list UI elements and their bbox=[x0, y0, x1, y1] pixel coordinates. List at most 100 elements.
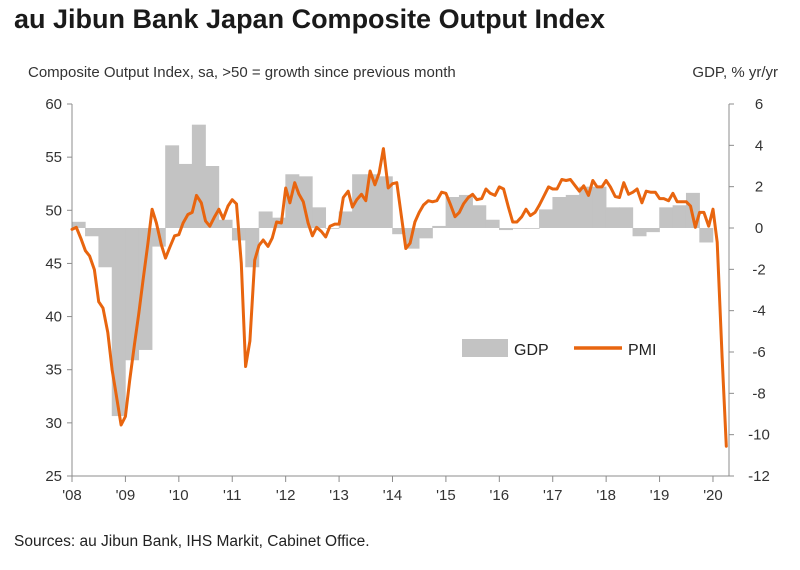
left-tick-label: 45 bbox=[45, 255, 62, 272]
pmi-point bbox=[110, 368, 114, 371]
pmi-point bbox=[257, 244, 261, 247]
pmi-point bbox=[150, 208, 154, 211]
pmi-point bbox=[480, 197, 483, 200]
pmi-point bbox=[582, 184, 585, 188]
chart-plot: 25 30 35 40 45 50 55 60 -12 -10 -8 -6 -4 -2 0 2 4 6 '08 '09… bbox=[45, 96, 770, 504]
left-tick-label: 25 bbox=[45, 468, 62, 485]
pmi-point bbox=[649, 191, 652, 194]
gdp-bar bbox=[178, 163, 193, 228]
pmi-point bbox=[146, 243, 150, 246]
pmi-point bbox=[368, 169, 372, 173]
gdp-bar bbox=[659, 207, 674, 228]
left-tick-label: 60 bbox=[45, 96, 62, 113]
pmi-point bbox=[133, 343, 136, 346]
pmi-point bbox=[400, 216, 403, 219]
chart-title: au Jibun Bank Japan Composite Output Ind… bbox=[14, 4, 606, 34]
pmi-point bbox=[471, 193, 474, 196]
gdp-bars bbox=[71, 124, 714, 417]
pmi-point bbox=[587, 194, 590, 197]
gdp-bar bbox=[338, 211, 353, 228]
pmi-point bbox=[324, 235, 327, 239]
right-axis-label: GDP, % yr/yr bbox=[692, 64, 778, 81]
pmi-point bbox=[573, 184, 577, 188]
pmi-point bbox=[444, 192, 448, 195]
pmi-point bbox=[675, 200, 679, 203]
legend-gdp-swatch bbox=[462, 339, 508, 357]
pmi-point bbox=[173, 234, 176, 237]
pmi-point bbox=[315, 226, 318, 229]
left-tick-label: 35 bbox=[45, 362, 62, 379]
pmi-point bbox=[448, 202, 452, 206]
pmi-point bbox=[702, 211, 706, 214]
pmi-point bbox=[195, 194, 198, 197]
gdp-bar bbox=[125, 228, 140, 361]
pmi-point bbox=[346, 189, 350, 193]
gdp-bar bbox=[85, 228, 100, 237]
gdp-bar bbox=[285, 174, 300, 228]
pmi-point bbox=[462, 202, 465, 206]
pmi-point bbox=[186, 213, 190, 216]
pmi-point bbox=[417, 211, 421, 214]
gdp-bar bbox=[645, 228, 660, 233]
pmi-point bbox=[155, 221, 158, 225]
pmi-point bbox=[88, 254, 91, 258]
pmi-point bbox=[475, 198, 479, 201]
pmi-point bbox=[101, 306, 105, 310]
gdp-bar bbox=[258, 211, 273, 228]
right-tick-label: -8 bbox=[752, 385, 765, 402]
gdp-bar bbox=[592, 186, 607, 228]
pmi-point bbox=[119, 423, 123, 427]
right-tick-label: 4 bbox=[755, 137, 763, 154]
pmi-point bbox=[555, 187, 559, 191]
pmi-point bbox=[164, 256, 167, 260]
pmi-point bbox=[213, 215, 216, 218]
pmi-point bbox=[685, 200, 688, 203]
pmi-point bbox=[502, 187, 505, 191]
pmi-point bbox=[320, 230, 323, 233]
x-tick-label: '12 bbox=[276, 487, 296, 504]
left-axis-label: Composite Output Index, sa, >50 = growth… bbox=[28, 64, 456, 81]
gdp-bar bbox=[432, 225, 447, 228]
gdp-bar bbox=[579, 186, 594, 228]
right-tick-label: -12 bbox=[748, 468, 770, 485]
pmi-point bbox=[511, 220, 514, 224]
pmi-point bbox=[662, 197, 666, 200]
pmi-point bbox=[467, 196, 470, 199]
pmi-point bbox=[431, 200, 434, 203]
pmi-point bbox=[297, 193, 301, 196]
pmi-point bbox=[293, 181, 296, 184]
x-tick-label: '13 bbox=[329, 487, 349, 504]
gdp-bar bbox=[605, 207, 620, 228]
pmi-point bbox=[600, 185, 604, 189]
gdp-bar bbox=[672, 205, 687, 228]
pmi-point bbox=[453, 215, 457, 218]
pmi-point bbox=[422, 203, 425, 207]
pmi-point bbox=[404, 247, 408, 250]
pmi-point bbox=[658, 197, 661, 200]
gdp-bar bbox=[699, 228, 714, 243]
pmi-point bbox=[342, 196, 345, 199]
gdp-bar bbox=[165, 145, 180, 228]
pmi-point bbox=[618, 196, 621, 199]
gdp-bar bbox=[352, 174, 367, 228]
pmi-point bbox=[533, 211, 537, 214]
pmi-point bbox=[137, 312, 140, 315]
pmi-point bbox=[408, 242, 412, 245]
pmi-point bbox=[177, 233, 181, 236]
pmi-point bbox=[413, 220, 417, 224]
legend-pmi-label: PMI bbox=[628, 342, 656, 359]
gdp-bar bbox=[312, 207, 327, 228]
pmi-point bbox=[168, 246, 171, 249]
pmi-point bbox=[707, 225, 710, 228]
pmi-point bbox=[725, 445, 728, 448]
pmi-point bbox=[498, 185, 501, 189]
pmi-point bbox=[271, 236, 274, 240]
pmi-point bbox=[484, 187, 488, 191]
left-tick-label: 30 bbox=[45, 415, 62, 432]
pmi-point bbox=[614, 195, 617, 198]
gdp-bar bbox=[98, 228, 113, 268]
gdp-bar bbox=[71, 221, 86, 228]
pmi-point bbox=[200, 201, 203, 205]
pmi-point bbox=[538, 203, 541, 207]
pmi-point bbox=[564, 179, 568, 182]
